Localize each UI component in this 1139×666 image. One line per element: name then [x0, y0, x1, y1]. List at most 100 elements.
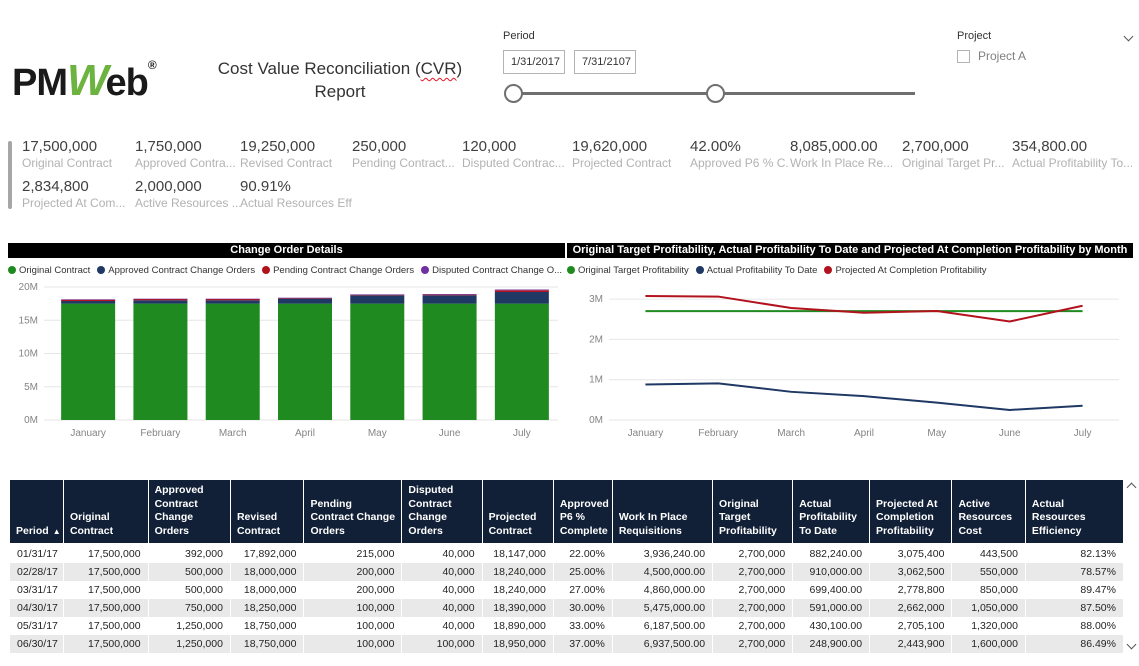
table-cell: 06/30/17 — [10, 635, 63, 653]
table-column-header[interactable]: Approved P6 % Complete — [553, 480, 612, 544]
table-column-header[interactable]: Actual Profitability To Date — [793, 480, 870, 544]
legend-item[interactable]: Original Contract — [8, 265, 90, 276]
kpi-value: 19,620,000 — [572, 138, 690, 155]
table-column-header[interactable]: Approved Contract Change Orders — [148, 480, 230, 544]
table-cell: 1,250,000 — [148, 635, 230, 653]
period-end-input[interactable]: 7/31/2107 — [574, 50, 636, 74]
table-column-header[interactable]: Active Resources Cost — [952, 480, 1025, 544]
kpi-card[interactable]: 2,000,000Active Resources ... — [135, 178, 240, 210]
table-cell: 3,062,500 — [870, 563, 952, 581]
table-cell: 88.00% — [1025, 617, 1123, 635]
table-cell: 04/30/17 — [10, 599, 63, 617]
column-header-label: Pending Contract Change Orders — [310, 498, 395, 537]
table-row[interactable]: 03/31/1717,500,000500,00018,000,000200,0… — [10, 581, 1124, 599]
kpi-card[interactable]: 120,000Disputed Contrac... — [462, 138, 572, 170]
table-column-header[interactable]: Pending Contract Change Orders — [304, 480, 402, 544]
project-option-row[interactable]: Project A — [957, 49, 1132, 63]
bar-segment[interactable] — [350, 295, 404, 303]
kpi-card[interactable]: 2,834,800Projected At Com... — [22, 178, 135, 210]
bar-segment[interactable] — [495, 292, 549, 304]
legend-item[interactable]: Projected At Completion Profitability — [824, 265, 986, 276]
bar-segment[interactable] — [423, 295, 477, 303]
table-column-header[interactable]: Projected Contract — [482, 480, 553, 544]
kpi-card[interactable]: 1,750,000Approved Contra... — [135, 138, 240, 170]
kpi-card[interactable]: 42.00%Approved P6 % C... — [690, 138, 790, 170]
bar-segment[interactable] — [495, 304, 549, 420]
slider-handle-start[interactable] — [504, 84, 523, 103]
bar-segment[interactable] — [278, 304, 332, 420]
period-slicer-label: Period — [503, 30, 933, 42]
table-cell: 18,147,000 — [482, 544, 553, 563]
bar-segment[interactable] — [423, 304, 477, 420]
table-column-header[interactable]: Disputed Contract Change Orders — [402, 480, 482, 544]
table-column-header[interactable]: Projected At Completion Profitability — [870, 480, 952, 544]
axis-tick-label: March — [219, 428, 247, 439]
table-cell: 01/31/17 — [10, 544, 63, 563]
bar-segment[interactable] — [423, 295, 477, 296]
slider-handle-end[interactable] — [706, 84, 725, 103]
table-cell: 1,320,000 — [952, 617, 1025, 635]
table-row[interactable]: 05/31/1717,500,0001,250,00018,750,000100… — [10, 617, 1124, 635]
bar-segment[interactable] — [133, 299, 187, 300]
bar-segment[interactable] — [495, 290, 549, 292]
kpi-card[interactable]: 90.91%Actual Resources Effi... — [240, 178, 352, 210]
table-scrollbar[interactable] — [1125, 480, 1138, 652]
project-checkbox[interactable] — [957, 50, 970, 63]
kpi-label: Actual Profitability To... — [1012, 156, 1132, 170]
table-cell: 37.00% — [553, 635, 612, 653]
table-row[interactable]: 04/30/1717,500,000750,00018,250,000100,0… — [10, 599, 1124, 617]
kpi-card[interactable]: 8,085,000.00Work In Place Re... — [790, 138, 902, 170]
table-column-header[interactable]: Revised Contract — [230, 480, 303, 544]
table-cell: 2,700,000 — [713, 617, 793, 635]
bar-segment[interactable] — [350, 304, 404, 420]
table-column-header[interactable]: Original Contract — [63, 480, 148, 544]
legend-item[interactable]: Disputed Contract Change O... — [421, 265, 562, 276]
period-start-input[interactable]: 1/31/2017 — [503, 50, 565, 74]
table-row[interactable]: 06/30/1717,500,0001,250,00018,750,000100… — [10, 635, 1124, 653]
dashboard-canvas: PMWeb® Cost Value Reconciliation (CVR) R… — [0, 0, 1139, 666]
registered-mark: ® — [148, 58, 156, 72]
project-slicer-label: Project — [957, 30, 991, 42]
table-column-header[interactable]: Actual Resources Efficiency — [1025, 480, 1123, 544]
kpi-card[interactable]: 354,800.00Actual Profitability To... — [1012, 138, 1132, 170]
chevron-down-icon[interactable] — [1124, 31, 1134, 41]
bar-segment[interactable] — [61, 299, 115, 300]
bar-segment[interactable] — [133, 300, 187, 303]
kpi-card[interactable]: 2,700,000Original Target Pr... — [902, 138, 1012, 170]
bar-segment[interactable] — [278, 299, 332, 304]
legend-item[interactable]: Approved Contract Change Orders — [97, 265, 255, 276]
bar-segment[interactable] — [133, 304, 187, 420]
axis-tick-label: January — [628, 428, 664, 439]
table-row[interactable]: 01/31/1717,500,000392,00017,892,000215,0… — [10, 544, 1124, 563]
period-range-slider — [503, 82, 933, 106]
bar-segment[interactable] — [206, 299, 260, 300]
legend-item[interactable]: Original Target Profitability — [567, 265, 689, 276]
bar-segment[interactable] — [495, 290, 549, 291]
column-header-label: Active Resources Cost — [958, 498, 1012, 537]
table-cell: 17,500,000 — [63, 544, 148, 563]
bar-segment[interactable] — [206, 304, 260, 420]
kpi-card[interactable]: 250,000Pending Contract... — [352, 138, 462, 170]
bar-segment[interactable] — [61, 304, 115, 420]
scroll-down-icon[interactable] — [1127, 640, 1137, 650]
kpi-scroll-indicator[interactable] — [8, 141, 12, 209]
legend-item[interactable]: Actual Profitability To Date — [696, 265, 818, 276]
scroll-up-icon[interactable] — [1127, 483, 1137, 493]
bar-segment[interactable] — [423, 294, 477, 295]
legend-dot-icon — [262, 266, 270, 274]
kpi-card[interactable]: 17,500,000Original Contract — [22, 138, 135, 170]
table-cell: 87.50% — [1025, 599, 1123, 617]
table-column-header[interactable]: Period▲ — [10, 480, 63, 544]
kpi-card[interactable]: 19,620,000Projected Contract — [572, 138, 690, 170]
bar-segment[interactable] — [61, 301, 115, 304]
bar-segment[interactable] — [278, 298, 332, 299]
table-row[interactable]: 02/28/1717,500,000500,00018,000,000200,0… — [10, 563, 1124, 581]
kpi-card[interactable]: 19,250,000Revised Contract — [240, 138, 352, 170]
table-column-header[interactable]: Work In Place Requisitions — [612, 480, 712, 544]
bar-segment[interactable] — [206, 300, 260, 303]
column-header-label: Period — [16, 525, 49, 537]
legend-item[interactable]: Pending Contract Change Orders — [262, 265, 414, 276]
axis-tick-label: April — [854, 428, 874, 439]
bar-segment[interactable] — [350, 294, 404, 295]
table-column-header[interactable]: Original Target Profitability — [713, 480, 793, 544]
